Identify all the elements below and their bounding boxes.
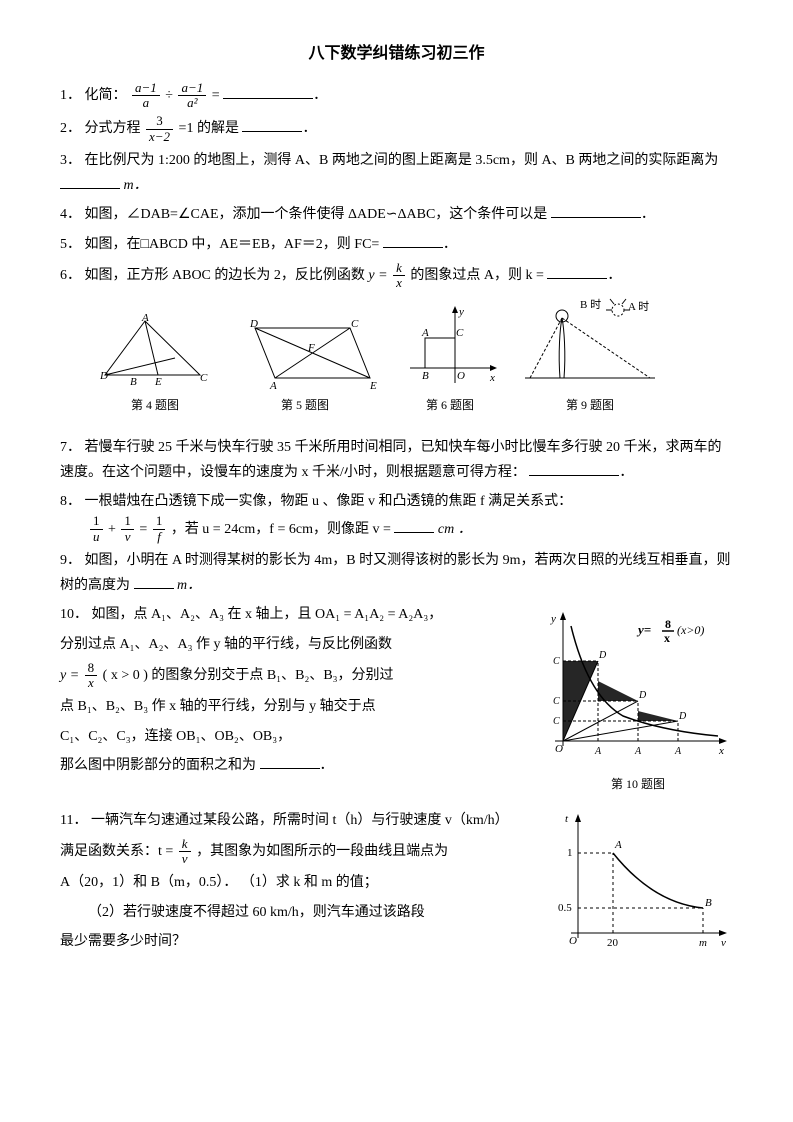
svg-text:C: C	[200, 372, 208, 384]
svg-text:A: A	[421, 327, 429, 339]
svg-text:A: A	[269, 380, 277, 392]
q3-text: 在比例尺为 1:200 的地图上，测得 A、B 两地之间的图上距离是 3.5cm…	[85, 153, 719, 168]
q9-unit: m．	[177, 578, 201, 593]
q1-blank	[223, 84, 313, 99]
q9-num: 9．	[60, 553, 81, 568]
q1-pre: 化简：	[85, 88, 127, 103]
q2-pre: 分式方程	[85, 121, 141, 136]
q7-text: 若慢车行驶 25 千米与快车行驶 35 千米所用时间相同，已知快车每小时比慢车多…	[60, 440, 722, 480]
q3-blank	[60, 174, 120, 189]
q11-num: 11．	[60, 813, 87, 828]
q6-post: 的图象过点 A，则 k =	[410, 268, 544, 283]
q8-num: 8．	[60, 494, 81, 509]
figure-row-1: A D E C B 第 4 题图 D C A E F 第 5 题图 A C	[100, 298, 733, 417]
question-1: 1． 化简： a−1a ÷ a−1a² = ．	[60, 81, 733, 111]
q8-blank	[394, 518, 434, 533]
q1-num: 1．	[60, 88, 81, 103]
question-8: 8． 一根蜡烛在凸透镜下成一实像，物距 u 、像距 v 和凸透镜的焦距 f 满足…	[60, 489, 733, 544]
q8-unit: cm ．	[438, 522, 472, 537]
q8-eq: =	[139, 522, 147, 537]
q10-l1: 如图，点 A₁、A₂、A₃ 在 x 轴上，且 OA₁ = A₁A₂ = A₂A₃…	[92, 607, 443, 622]
svg-text:E: E	[154, 376, 162, 388]
question-9: 9． 如图，小明在 A 时测得某树的影长为 4m，B 时又测得该树的影长为 9m…	[60, 548, 733, 598]
question-5: 5． 如图，在□ABCD 中，AE＝EB，AF＝2，则 FC= ．	[60, 232, 733, 257]
q10-cond: ( x > 0 ) 的图象分别交于点 B₁、B₂、B₃，分别过	[103, 668, 394, 683]
q6-num: 6．	[60, 268, 81, 283]
q8-f3: 1f	[153, 514, 166, 544]
svg-text:D: D	[100, 370, 108, 382]
fig-q6: A C B O y x 第 6 题图	[400, 303, 500, 417]
q2-blank	[242, 117, 302, 132]
svg-text:O: O	[457, 370, 465, 382]
q10-line5: 那么图中阴影部分的面积之和为 ．	[60, 753, 733, 778]
q11-l2: A（20，1）和 B（m，0.5）． （1）求 k 和 m 的值；	[60, 870, 733, 895]
q3-unit: m．	[124, 178, 148, 193]
q11-l3: （2）若行驶速度不得超过 60 km/h，则汽车通过该路段	[88, 900, 733, 925]
q7-blank	[529, 461, 619, 476]
q10-line2: 分别过点 A₁、A₂、A₃ 作 y 轴的平行线，与反比例函数	[60, 632, 733, 657]
q11-post: ，其图象为如图所示的一段曲线且端点为	[196, 844, 448, 859]
q11-eq: 满足函数关系：t = kv ，其图象为如图所示的一段曲线且端点为	[60, 837, 733, 867]
q11-frac: kv	[179, 837, 191, 867]
question-11: 11． 一辆汽车匀速通过某段公路，所需时间 t（h）与行驶速度 v（km/h）	[60, 808, 733, 833]
fig-q5: D C A E F 第 5 题图	[230, 313, 380, 417]
q11-pre: 满足函数关系：t =	[60, 844, 173, 859]
q9-blank	[134, 574, 174, 589]
q10-y: y =	[60, 668, 79, 683]
svg-text:B: B	[422, 370, 429, 382]
fig-q4: A D E C B 第 4 题图	[100, 313, 210, 417]
question-7: 7． 若慢车行驶 25 千米与快车行驶 35 千米所用时间相同，已知快车每小时比…	[60, 435, 733, 485]
q10-line3: 点 B₁、B₂、B₃ 作 x 轴的平行线，分别与 y 轴交于点	[60, 694, 733, 719]
q1-eq: =	[212, 88, 220, 103]
q1-div: ÷	[165, 88, 173, 103]
svg-text:y: y	[458, 306, 464, 318]
q8-mid: ，若 u = 24cm，f = 6cm，则像距 v =	[171, 522, 391, 537]
question-3: 3． 在比例尺为 1:200 的地图上，测得 A、B 两地之间的图上距离是 3.…	[60, 148, 733, 198]
fig-q9: B 时 A 时 第 9 题图	[520, 298, 660, 417]
q3-num: 3．	[60, 153, 81, 168]
question-4: 4． 如图，∠DAB=∠CAE，添加一个条件使得 ΔADE∽ΔABC，这个条件可…	[60, 202, 733, 227]
q8-plus: +	[108, 522, 116, 537]
svg-text:B: B	[130, 376, 137, 388]
q4-blank	[551, 203, 641, 218]
q11-l4: 最少需要多少时间？	[60, 929, 733, 954]
q7-num: 7．	[60, 440, 81, 455]
svg-text:B 时: B 时	[580, 298, 601, 311]
question-6: 6． 如图，正方形 ABOC 的边长为 2，反比例函数 y = kx 的图象过点…	[60, 261, 733, 291]
q6-blank	[547, 264, 607, 279]
q10-blank	[260, 754, 320, 769]
q8-pre: 一根蜡烛在凸透镜下成一实像，物距 u 、像距 v 和凸透镜的焦距 f 满足关系式…	[85, 494, 573, 509]
svg-text:C: C	[351, 318, 359, 330]
question-2: 2． 分式方程 3x−2 =1 的解是 ．	[60, 114, 733, 144]
q5-num: 5．	[60, 237, 81, 252]
svg-text:C: C	[456, 327, 464, 339]
q1-frac2: a−1a²	[178, 81, 206, 111]
svg-text:A 时: A 时	[628, 300, 649, 313]
q6-frac: kx	[393, 261, 405, 291]
q10-line-eq: y = 8x ( x > 0 ) 的图象分别交于点 B₁、B₂、B₃，分别过	[60, 661, 733, 691]
question-10: 10． 如图，点 A₁、A₂、A₃ 在 x 轴上，且 OA₁ = A₁A₂ = …	[60, 602, 733, 627]
svg-text:D: D	[249, 318, 258, 330]
q6-y: y =	[368, 268, 387, 283]
q5-blank	[383, 233, 443, 248]
q10-line4: C₁、C₂、C₃，连接 OB₁、OB₂、OB₃，	[60, 724, 733, 749]
q8-f2: 1v	[121, 514, 134, 544]
q11-l1: 一辆汽车匀速通过某段公路，所需时间 t（h）与行驶速度 v（km/h）	[91, 813, 509, 828]
page-title: 八下数学纠错练习初三作	[60, 40, 733, 69]
svg-text:F: F	[307, 342, 315, 354]
q10-frac: 8x	[85, 661, 98, 691]
q5-text: 如图，在□ABCD 中，AE＝EB，AF＝2，则 FC=	[85, 237, 380, 252]
q4-text: 如图，∠DAB=∠CAE，添加一个条件使得 ΔADE∽ΔABC，这个条件可以是	[85, 207, 548, 222]
q4-num: 4．	[60, 207, 81, 222]
svg-text:x: x	[489, 372, 495, 384]
svg-text:E: E	[369, 380, 377, 392]
q10-num: 10．	[60, 607, 88, 622]
q2-frac: 3x−2	[146, 114, 173, 144]
q1-frac1: a−1a	[132, 81, 160, 111]
q6-pre: 如图，正方形 ABOC 的边长为 2，反比例函数	[85, 268, 365, 283]
q2-num: 2．	[60, 121, 81, 136]
svg-text:A: A	[141, 313, 149, 324]
q8-f1: 1u	[90, 514, 103, 544]
q2-post: =1 的解是	[179, 121, 239, 136]
